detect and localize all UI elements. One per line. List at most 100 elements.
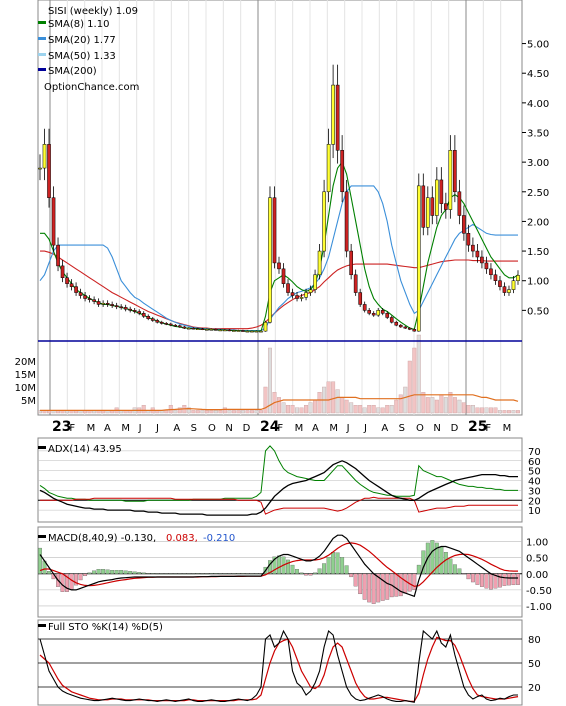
volume-tick-label: 10M [15,383,36,394]
candle-body [159,321,164,324]
price-tick-label: 4.00 [527,99,549,110]
candle-body [403,326,408,329]
volume-tick-label: 15M [15,370,36,381]
volume-bar [254,410,259,414]
volume-bar [461,402,466,414]
candle-body [502,286,507,293]
volume-tick-label: 20M [15,357,36,368]
macd-hist-bar [173,573,178,575]
adx-tick-label: 30 [528,486,541,497]
macd-hist-bar [141,572,146,574]
macd-hist-bar [231,573,236,575]
price-tick-label: 1.50 [527,247,549,258]
volume-bar [141,405,146,414]
volume-bar [326,381,331,414]
macd-hist-bar [38,547,42,574]
candle-body [218,329,223,332]
candle-body [277,262,281,270]
price-panel: 0.50 1.00 1.50 2.00 2.50 3.00 3.50 4.00 4.50 5.00… [15,0,549,416]
macd-hist-bar [457,568,462,574]
adx-tick-label: 50 [528,467,541,478]
x-tick-label: N [225,423,232,434]
macd-hist-bar [101,569,106,574]
di-minus-line [40,496,518,515]
candle-body [209,329,214,331]
volume-bar [421,392,426,414]
price-tick-label: 3.00 [527,158,549,169]
volume-bar [353,405,358,414]
stoch-panel: 20 50 80 Full STO %K(14) %D(5) [37,619,541,706]
x-tick-label: S [191,423,197,434]
macd-lines [39,534,518,598]
candle-body [92,299,96,302]
candle-body [290,292,295,296]
candle-body [65,277,69,284]
macd-hist-bar [92,570,97,574]
candle-body [105,302,110,305]
candle-body [322,191,326,252]
x-tick-label: 24 [260,419,280,435]
candle-body [358,292,362,305]
volume-bar [213,410,218,414]
candle-body [385,313,390,318]
candle-body [511,280,516,290]
candle-body [241,330,245,332]
candle-body [87,298,92,300]
macd-hist-bar [74,573,79,586]
adx-line [39,460,518,516]
candle-body [507,289,511,293]
volume-bar [227,410,232,414]
macd-hist-bar [87,572,92,574]
macd-tick-label: 0.00 [526,570,548,581]
candle-body [421,185,426,228]
x-tick-label: J [155,423,159,434]
candle-body [471,244,475,252]
sma200-swatch [38,68,46,71]
candle-body [493,274,498,281]
macd-hist-bar [132,571,137,574]
macd-hist-bar [213,573,218,574]
volume-bar [218,410,223,414]
sma20-line [39,185,518,332]
candle-body [42,144,47,169]
volume-bar [349,402,354,414]
volume-bar [281,402,286,414]
macd-hist-bar [177,573,182,575]
sma50-swatch [38,53,46,56]
volume-bar [430,397,435,414]
legend-title: SISI (weekly) 1.09 [48,6,138,17]
stoch-tick-label: 80 [528,635,541,646]
volume-bar [245,410,250,414]
candle-body [205,329,209,331]
volume-bar [249,410,254,414]
macd-hist-bar [168,573,173,575]
legend-sma200: SMA(200) [48,66,97,77]
macd-hist-bar [317,568,322,574]
macd-panel: -1.00 -0.50 0.00 0.50 1.00 MACD(8,40,9) -0.1… [37,526,552,618]
volume-bar [367,405,372,414]
x-tick-label: 23 [52,419,71,435]
price-tick-label: 3.50 [527,129,549,140]
macd-title: MACD(8,40,9) -0.130, [48,533,156,544]
candle-body [389,317,394,323]
x-tick-label: F [277,423,283,434]
macd-hist-bar [448,558,453,574]
macd-hist-bar [335,552,340,574]
candle-body [186,327,191,330]
macd-hist-bar [489,573,493,590]
volume-y-ticks: 5M 10M 15M 20M [15,357,36,407]
macd-hist-bar [344,565,349,574]
price-tick-label: 4.50 [527,69,549,80]
candle-body [250,330,254,333]
volume-bar [286,405,291,414]
macd-hist-bar [60,573,65,592]
macd-hist-bar [380,573,385,601]
macd-hist-bar [164,573,169,575]
volume-bar [475,407,480,414]
macd-hist-bar [367,573,372,603]
volume-bar [164,410,169,414]
macd-hist-bar [385,573,390,600]
candle-body [376,310,381,316]
legend-sma50: SMA(50) 1.33 [48,51,116,62]
